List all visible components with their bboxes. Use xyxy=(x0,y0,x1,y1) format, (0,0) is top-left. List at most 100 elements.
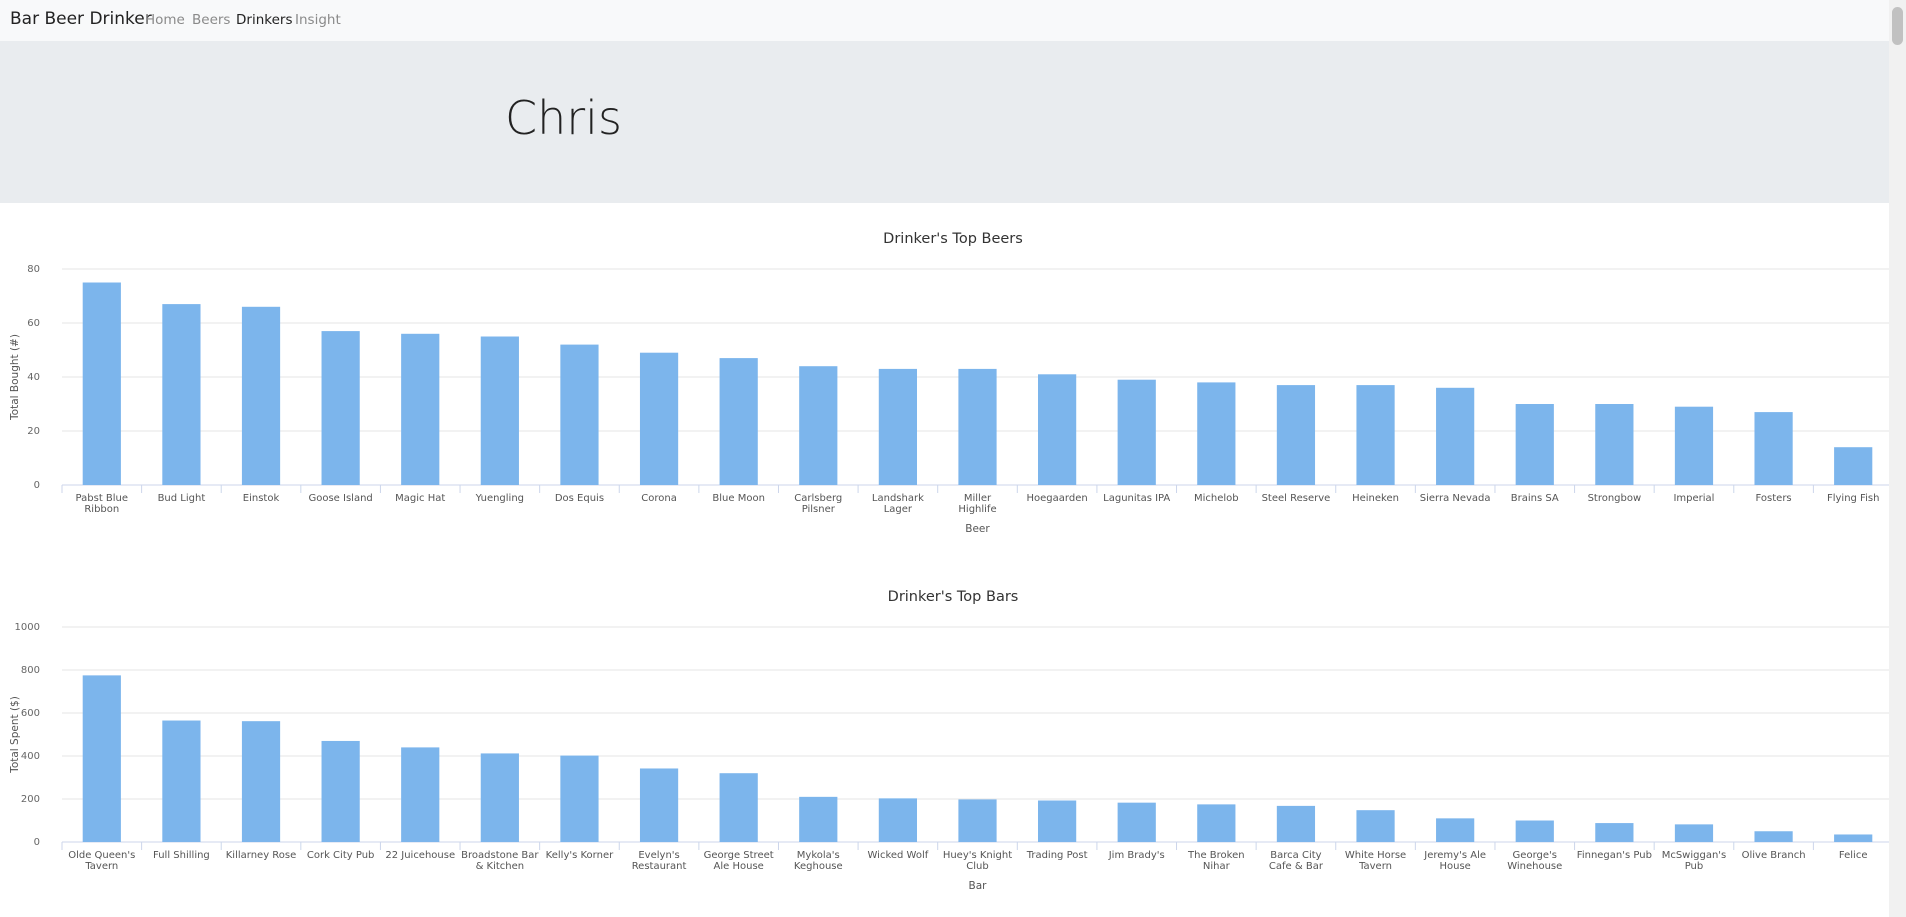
x-tick-label: Finnegan's Pub xyxy=(1577,850,1652,861)
chart-bar[interactable] xyxy=(1277,806,1315,842)
chart-bar[interactable] xyxy=(481,337,519,486)
x-tick-label: Full Shilling xyxy=(153,850,210,861)
x-tick-label: Felice xyxy=(1839,850,1868,861)
chart-bar[interactable] xyxy=(83,675,121,842)
chart-bar[interactable] xyxy=(640,768,678,842)
x-tick-label: Lagunitas IPA xyxy=(1103,493,1170,504)
chart-bar[interactable] xyxy=(958,369,996,485)
chart-bar[interactable] xyxy=(401,334,439,485)
chart-bar[interactable] xyxy=(720,358,758,485)
chart-bar[interactable] xyxy=(1754,412,1792,485)
x-tick-label: Miller Highlife xyxy=(958,493,996,515)
y-axis-title: Total Bought (#) xyxy=(9,334,21,421)
x-tick-label: Blue Moon xyxy=(712,493,765,504)
x-tick-label: Landshark Lager xyxy=(872,493,924,515)
x-tick-label: Carlsberg Pilsner xyxy=(794,493,842,515)
chart-bar[interactable] xyxy=(1197,804,1235,842)
chart-bar[interactable] xyxy=(242,721,280,842)
drinker-name-heading: Chris xyxy=(505,91,622,145)
nav-link-drinkers[interactable]: Drinkers xyxy=(236,12,292,28)
x-tick-label: Sierra Nevada xyxy=(1420,493,1491,504)
y-tick-label: 200 xyxy=(21,794,40,805)
x-tick-label: Trading Post xyxy=(1026,850,1088,861)
y-tick-label: 1000 xyxy=(15,622,40,633)
chart-bar[interactable] xyxy=(1516,404,1554,485)
x-tick-label: Jeremy's Ale House xyxy=(1423,850,1486,872)
chart-bar[interactable] xyxy=(1436,388,1474,485)
x-tick-label: Evelyn's Restaurant xyxy=(632,850,687,872)
x-tick-label: George Street Ale House xyxy=(704,850,774,872)
chart-bar[interactable] xyxy=(1038,374,1076,485)
chart-bar[interactable] xyxy=(1197,382,1235,485)
chart-bar[interactable] xyxy=(1834,834,1872,842)
x-tick-label: Kelly's Korner xyxy=(546,850,614,861)
top-beers-chart: Drinker's Top Beers 0 20 40 60 80 Pabst Blue R… xyxy=(0,203,1906,553)
chart-bar[interactable] xyxy=(799,797,837,842)
chart-bar[interactable] xyxy=(322,741,360,842)
chart-bar[interactable] xyxy=(162,721,200,842)
chart-bar[interactable] xyxy=(162,304,200,485)
chart-bar[interactable] xyxy=(1277,385,1315,485)
chart-bar[interactable] xyxy=(1675,407,1713,485)
x-axis-title: Bar xyxy=(969,880,988,892)
chart-bar[interactable] xyxy=(958,799,996,842)
chart-bar[interactable] xyxy=(401,747,439,842)
y-axis-title: Total Spent ($) xyxy=(9,696,21,774)
chart-bar[interactable] xyxy=(1834,447,1872,485)
x-tick-label: Michelob xyxy=(1194,493,1239,504)
chart-bar[interactable] xyxy=(481,753,519,842)
chart-bar[interactable] xyxy=(1356,810,1394,842)
y-tick-label: 20 xyxy=(27,426,40,437)
chart-bar[interactable] xyxy=(560,756,598,842)
navbar: Bar Beer Drinker Home Beers Drinkers Ins… xyxy=(0,0,1906,42)
chart-bar[interactable] xyxy=(242,307,280,485)
x-tick-label: Strongbow xyxy=(1588,493,1642,504)
chart-bar[interactable] xyxy=(1118,380,1156,485)
nav-link-home[interactable]: Home xyxy=(145,12,185,28)
chart-bar[interactable] xyxy=(560,345,598,485)
x-tick-label: Hoegaarden xyxy=(1027,493,1088,504)
chart-bar[interactable] xyxy=(799,366,837,485)
chart-bar[interactable] xyxy=(640,353,678,485)
chart-bar[interactable] xyxy=(1038,801,1076,842)
x-tick-label: Magic Hat xyxy=(395,493,445,504)
x-tick-label: Yuengling xyxy=(475,493,524,504)
chart-bar[interactable] xyxy=(720,773,758,842)
top-bars-chart: Drinker's Top Bars 0 200 400 600 800 1000 Olde… xyxy=(0,561,1906,911)
chart-bar[interactable] xyxy=(1516,821,1554,843)
y-tick-label: 400 xyxy=(21,751,40,762)
chart-bar[interactable] xyxy=(83,283,121,486)
chart-bar[interactable] xyxy=(1356,385,1394,485)
x-tick-label: Jim Brady's xyxy=(1108,850,1165,861)
x-tick-label: Bud Light xyxy=(158,493,206,504)
x-tick-label: George's Winehouse xyxy=(1507,850,1562,872)
x-tick-label: Olive Branch xyxy=(1742,850,1806,861)
y-tick-label: 40 xyxy=(27,372,40,383)
chart-bar[interactable] xyxy=(1436,818,1474,842)
y-tick-label: 600 xyxy=(21,708,40,719)
chart-bar[interactable] xyxy=(879,798,917,842)
y-tick-label: 0 xyxy=(34,480,40,491)
chart-bar[interactable] xyxy=(879,369,917,485)
x-tick-label: Goose Island xyxy=(308,493,372,504)
x-tick-label: The Broken Nihar xyxy=(1187,850,1245,872)
scrollbar-thumb[interactable] xyxy=(1892,7,1903,45)
chart-bar[interactable] xyxy=(1595,823,1633,842)
brand-link[interactable]: Bar Beer Drinker xyxy=(10,9,152,29)
x-tick-label: White Horse Tavern xyxy=(1345,850,1406,872)
x-axis-title: Beer xyxy=(965,523,990,535)
x-tick-label: Einstok xyxy=(243,493,280,504)
x-tick-label: Corona xyxy=(641,493,677,504)
chart-bar[interactable] xyxy=(1754,831,1792,842)
nav-link-insight[interactable]: Insight xyxy=(295,12,341,28)
chart-bar[interactable] xyxy=(1595,404,1633,485)
chart-bar[interactable] xyxy=(1675,824,1713,842)
top-beers-chart-svg: 0 20 40 60 80 Pabst Blue Ribbon Bud Light Einsto… xyxy=(0,203,1906,553)
chart-bar[interactable] xyxy=(322,331,360,485)
y-tick-label: 0 xyxy=(34,837,40,848)
vertical-scrollbar[interactable] xyxy=(1889,0,1906,917)
chart-bar[interactable] xyxy=(1118,803,1156,842)
x-tick-label: Barca City Cafe & Bar xyxy=(1269,850,1324,872)
x-tick-label: Killarney Rose xyxy=(226,850,297,861)
nav-link-beers[interactable]: Beers xyxy=(192,12,230,28)
